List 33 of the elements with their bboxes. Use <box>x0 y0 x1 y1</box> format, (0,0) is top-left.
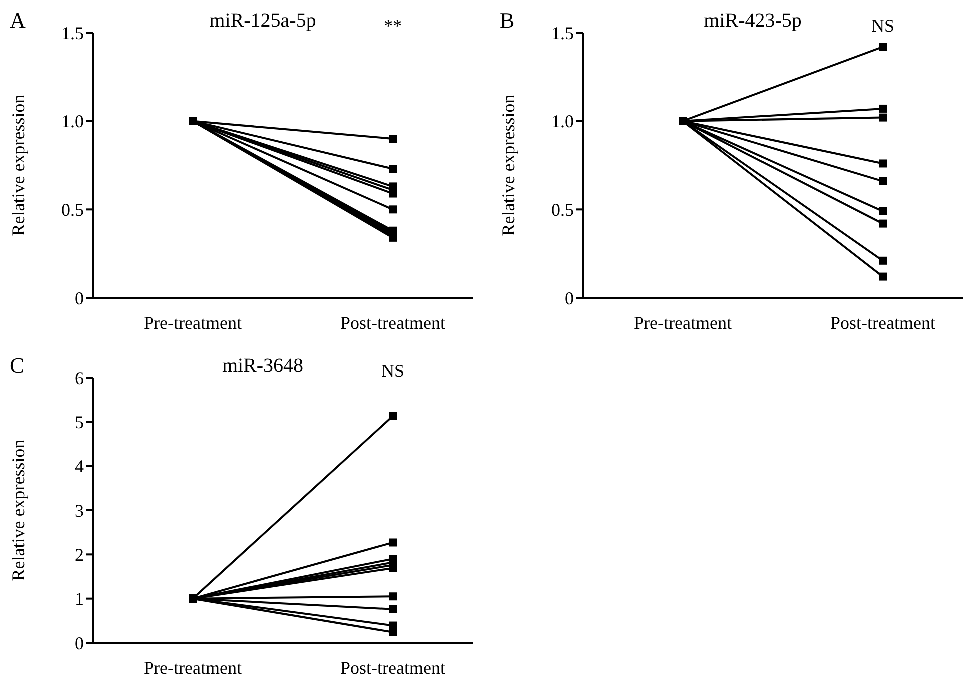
y-tick-label: 1.0 <box>552 112 574 132</box>
chart-title: miR-125a-5p <box>210 10 316 32</box>
text: A <box>10 8 26 34</box>
x-tick-label: Post-treatment <box>340 658 446 678</box>
y-tick-label: 1.5 <box>62 23 84 44</box>
x-tick-label: Post-treatment <box>830 312 936 333</box>
y-tick-label: 0.5 <box>552 200 574 220</box>
chart-title: miR-3648 <box>222 355 304 377</box>
y-tick-label: 1.0 <box>62 112 84 132</box>
y-tick-label: 5 <box>75 412 84 433</box>
x-tick-label: Pre-treatment <box>144 658 242 678</box>
chart-title: miR-423-5p <box>704 10 802 32</box>
y-tick-label: 4 <box>75 456 84 477</box>
text: B <box>500 8 515 34</box>
y-tick-label: 1 <box>75 589 84 610</box>
y-tick-label: 0 <box>565 288 574 308</box>
y-tick-label: 0.5 <box>62 200 84 220</box>
y-tick-label: 0 <box>75 288 84 308</box>
annotation: ** <box>383 16 403 37</box>
annotation: NS <box>870 16 896 37</box>
text: C <box>10 353 25 379</box>
y-tick-label: 3 <box>75 500 84 521</box>
y-tick-label: 6 <box>75 368 84 388</box>
y-tick-label: 2 <box>75 545 84 566</box>
y-tick-label: 1.5 <box>552 23 574 44</box>
y-tick-label: 0 <box>75 633 84 654</box>
annotation: NS <box>380 361 406 382</box>
x-tick-label: Pre-treatment <box>634 312 732 333</box>
y-axis-title: Relative expression <box>8 440 28 582</box>
x-tick-label: Post-treatment <box>340 312 446 333</box>
x-tick-label: Pre-treatment <box>144 312 242 333</box>
y-axis-title: Relative expression <box>498 94 518 236</box>
y-axis-title: Relative expression <box>8 94 28 236</box>
